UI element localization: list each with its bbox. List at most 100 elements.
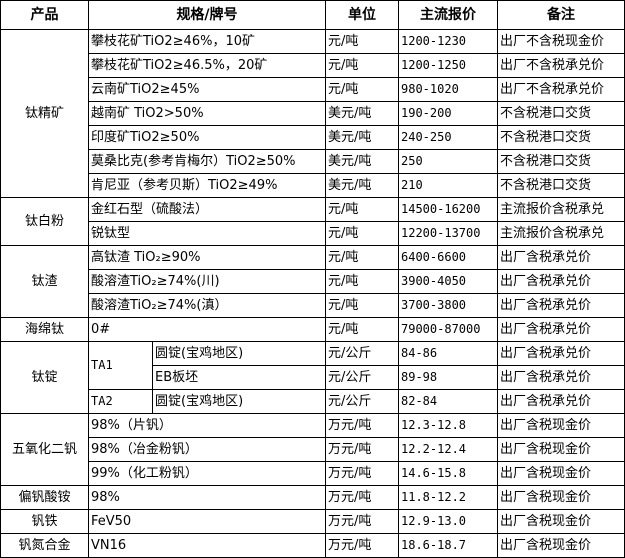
table-row: 五氧化二钒 98%（片钒） 万元/吨 12.3-12.8 出厂含税现金价 bbox=[0, 413, 625, 486]
unit-cell: 美元/吨 bbox=[325, 173, 399, 198]
note-cell: 出厂含税承兑价 bbox=[497, 269, 625, 294]
price-cell: 1200-1250 bbox=[398, 53, 498, 78]
spec-cell: 酸溶渣TiO₂≥74%(滇） bbox=[88, 293, 326, 318]
table-row: 海绵钛 0# 元/吨 79000-87000 出厂含税承兑价 bbox=[0, 317, 625, 342]
header-price: 主流报价 bbox=[398, 0, 498, 30]
table-row: 锐钛型 元/吨 12200-13700 主流报价含税承兑 bbox=[1, 221, 625, 246]
unit-cell: 元/吨 bbox=[325, 317, 399, 342]
note-cell: 出厂含税现金价 bbox=[497, 509, 625, 534]
unit-cell: 元/吨 bbox=[325, 245, 399, 270]
table-row: 云南矿TiO2≥45% 元/吨 980-1020 出厂不含税承兑价 bbox=[1, 77, 625, 102]
note-cell: 不含税港口交货 bbox=[497, 125, 625, 150]
price-cell: 84-86 bbox=[398, 341, 498, 366]
product-cell: 钒氮合金 bbox=[0, 533, 89, 558]
table-row: 99%（化工粉钒） 万元/吨 14.6-15.8 出厂含税现金价 bbox=[1, 461, 625, 486]
unit-cell: 元/吨 bbox=[325, 221, 399, 246]
note-cell: 出厂含税现金价 bbox=[497, 437, 625, 462]
unit-cell: 美元/吨 bbox=[325, 101, 399, 126]
spec-cell: 98% bbox=[88, 485, 326, 510]
price-cell: 12200-13700 bbox=[398, 221, 498, 246]
product-cell: 海绵钛 bbox=[0, 317, 89, 342]
product-cell: 钛白粉 bbox=[0, 197, 89, 246]
unit-cell: 万元/吨 bbox=[325, 533, 399, 558]
spec-cell: 越南矿 TiO2>50% bbox=[88, 101, 326, 126]
note-cell: 不含税港口交货 bbox=[497, 149, 625, 174]
price-cell: 210 bbox=[398, 173, 498, 198]
unit-cell: 万元/吨 bbox=[325, 509, 399, 534]
table-row: 攀枝花矿TiO2≥46.5%，20矿 元/吨 1200-1250 出厂不含税承兑价 bbox=[1, 53, 625, 78]
price-cell: 11.8-12.2 bbox=[398, 485, 498, 510]
table-row: 钛渣 高钛渣 TiO₂≥90% 元/吨 6400-6600 出厂含税承兑价 bbox=[0, 245, 625, 318]
note-cell: 出厂含税现金价 bbox=[497, 461, 625, 486]
unit-cell: 元/公斤 bbox=[325, 365, 399, 390]
note-cell: 主流报价含税承兑 bbox=[497, 221, 625, 246]
price-cell: 3900-4050 bbox=[398, 269, 498, 294]
header-row: 产品 规格/牌号 单位 主流报价 备注 bbox=[0, 0, 625, 30]
price-cell: 3700-3800 bbox=[398, 293, 498, 318]
table-row: EB板坯 元/公斤 89-98 出厂含税承兑价 bbox=[1, 365, 625, 390]
product-cell: 偏钒酸铵 bbox=[0, 485, 89, 510]
spec-cell: 高钛渣 TiO₂≥90% bbox=[88, 245, 326, 270]
note-cell: 出厂含税现金价 bbox=[497, 413, 625, 438]
price-cell: 6400-6600 bbox=[398, 245, 498, 270]
price-cell: 14.6-15.8 bbox=[398, 461, 498, 486]
note-cell: 出厂不含税现金价 bbox=[497, 29, 625, 54]
price-cell: 89-98 bbox=[398, 365, 498, 390]
spec-cell: VN16 bbox=[88, 533, 326, 558]
product-cell: 钛锭 bbox=[0, 341, 89, 414]
spec-cell: 攀枝花矿TiO2≥46.5%，20矿 bbox=[88, 53, 326, 78]
spec-cell: 肯尼亚（参考贝斯）TiO2≥49% bbox=[88, 173, 326, 198]
table-row: 酸溶渣TiO₂≥74%(川) 元/吨 3900-4050 出厂含税承兑价 bbox=[1, 269, 625, 294]
price-cell: 82-84 bbox=[398, 389, 498, 414]
table-row: 偏钒酸铵 98% 万元/吨 11.8-12.2 出厂含税现金价 bbox=[0, 485, 625, 510]
unit-cell: 元/吨 bbox=[325, 53, 399, 78]
unit-cell: 万元/吨 bbox=[325, 461, 399, 486]
table-row: 酸溶渣TiO₂≥74%(滇） 元/吨 3700-3800 出厂含税承兑价 bbox=[1, 293, 625, 318]
unit-cell: 元/吨 bbox=[325, 77, 399, 102]
note-cell: 出厂含税承兑价 bbox=[497, 389, 625, 414]
product-cell: 钛渣 bbox=[0, 245, 89, 318]
unit-cell: 元/吨 bbox=[325, 269, 399, 294]
price-cell: 14500-16200 bbox=[398, 197, 498, 222]
note-cell: 出厂含税现金价 bbox=[497, 533, 625, 558]
grade-cell: TA1 bbox=[88, 341, 153, 390]
spec-cell: FeV50 bbox=[88, 509, 326, 534]
unit-cell: 元/吨 bbox=[325, 29, 399, 54]
table-row: 越南矿 TiO2>50% 美元/吨 190-200 不含税港口交货 bbox=[1, 101, 625, 126]
table-row: 钒氮合金 VN16 万元/吨 18.6-18.7 出厂含税现金价 bbox=[0, 533, 625, 558]
spec-cell: 99%（化工粉钒） bbox=[88, 461, 326, 486]
spec-cell: 圆锭(宝鸡地区) bbox=[152, 389, 326, 414]
header-product: 产品 bbox=[0, 0, 89, 30]
price-cell: 980-1020 bbox=[398, 77, 498, 102]
note-cell: 不含税港口交货 bbox=[497, 101, 625, 126]
table-row: 钛锭 TA1 圆锭(宝鸡地区) 元/公斤 84-86 出厂含税承兑价 bbox=[0, 341, 625, 414]
spec-cell: 印度矿TiO2≥50% bbox=[88, 125, 326, 150]
table-row: 肯尼亚（参考贝斯）TiO2≥49% 美元/吨 210 不含税港口交货 bbox=[1, 173, 625, 198]
spec-cell: 云南矿TiO2≥45% bbox=[88, 77, 326, 102]
unit-cell: 万元/吨 bbox=[325, 485, 399, 510]
unit-cell: 美元/吨 bbox=[325, 125, 399, 150]
table-row: 98%（冶金粉钒） 万元/吨 12.2-12.4 出厂含税现金价 bbox=[1, 437, 625, 462]
product-cell: 五氧化二钒 bbox=[0, 413, 89, 486]
unit-cell: 美元/吨 bbox=[325, 149, 399, 174]
table-row: 印度矿TiO2≥50% 美元/吨 240-250 不含税港口交货 bbox=[1, 125, 625, 150]
note-cell: 主流报价含税承兑 bbox=[497, 197, 625, 222]
header-spec: 规格/牌号 bbox=[88, 0, 326, 30]
note-cell: 出厂含税承兑价 bbox=[497, 317, 625, 342]
unit-cell: 元/吨 bbox=[325, 293, 399, 318]
unit-cell: 元/公斤 bbox=[325, 389, 399, 414]
price-cell: 240-250 bbox=[398, 125, 498, 150]
note-cell: 出厂不含税承兑价 bbox=[497, 53, 625, 78]
spec-cell: 攀枝花矿TiO2≥46%，10矿 bbox=[88, 29, 326, 54]
note-cell: 出厂含税现金价 bbox=[497, 485, 625, 510]
note-cell: 出厂含税承兑价 bbox=[497, 365, 625, 390]
grade-cell: TA2 bbox=[88, 389, 153, 414]
unit-cell: 元/公斤 bbox=[325, 341, 399, 366]
table-row: 钛白粉 金红石型（硫酸法） 元/吨 14500-16200 主流报价含税承兑 bbox=[0, 197, 625, 246]
price-cell: 190-200 bbox=[398, 101, 498, 126]
spec-cell: 98%（冶金粉钒） bbox=[88, 437, 326, 462]
unit-cell: 元/吨 bbox=[325, 197, 399, 222]
price-cell: 79000-87000 bbox=[398, 317, 498, 342]
note-cell: 出厂含税承兑价 bbox=[497, 341, 625, 366]
